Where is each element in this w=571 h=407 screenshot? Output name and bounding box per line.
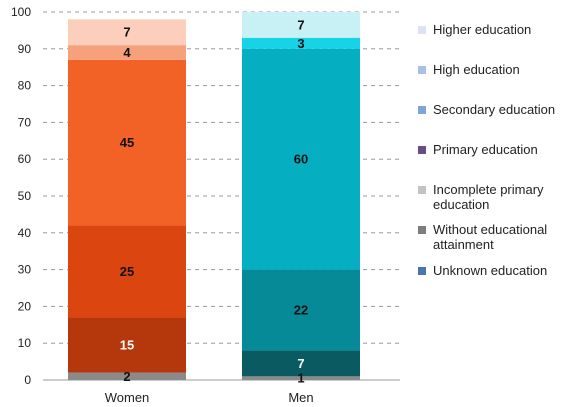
legend-item-incomplete-primary-education: Incomplete primary education — [418, 182, 568, 212]
legend-item-unknown-education: Unknown education — [418, 263, 568, 278]
bar-segment — [68, 317, 186, 373]
legend-swatch — [418, 66, 426, 74]
bar-segment — [68, 372, 186, 380]
data-label: 7 — [123, 25, 130, 40]
data-label: 3 — [297, 36, 304, 51]
legend-item-without-educational-attainment: Without educational attainment — [418, 222, 568, 252]
y-tick-label: 90 — [18, 42, 32, 56]
data-label: 7 — [297, 356, 304, 371]
x-tick-label: Women — [105, 390, 150, 405]
y-tick-label: 30 — [18, 263, 32, 277]
bar-segment — [242, 269, 360, 351]
x-tick-label: Men — [288, 390, 313, 405]
y-tick-label: 0 — [24, 373, 31, 387]
bar-segment — [68, 45, 186, 60]
bar-segment — [242, 376, 360, 380]
y-tick-label: 40 — [18, 226, 32, 240]
legend-label: Incomplete primary education — [433, 182, 544, 212]
bar-segment — [68, 19, 186, 46]
bar-segment — [68, 59, 186, 226]
legend-label: Without educational attainment — [433, 222, 548, 252]
legend-item-higher-education: Higher education — [418, 22, 568, 37]
data-label: 25 — [120, 264, 134, 279]
y-tick-label: 70 — [18, 115, 32, 129]
data-label: 22 — [294, 303, 308, 318]
y-axis: 0 10 20 30 40 50 60 70 80 90 100 — [11, 5, 31, 387]
bar-segment — [242, 37, 360, 49]
x-axis: Women Men — [105, 390, 314, 405]
y-tick-label: 60 — [18, 152, 32, 166]
bar-segment — [68, 225, 186, 318]
data-label: 15 — [120, 338, 134, 353]
bar-segment — [242, 12, 360, 38]
y-tick-label: 20 — [18, 299, 32, 313]
bar-segment — [242, 48, 360, 270]
data-label: 7 — [297, 17, 304, 32]
data-label: 4 — [123, 45, 131, 60]
legend-item-high-education: High education — [418, 62, 568, 77]
y-tick-label: 50 — [18, 189, 32, 203]
data-label: 2 — [123, 369, 130, 384]
legend-swatch — [418, 26, 426, 34]
legend-swatch — [418, 267, 426, 275]
legend-label: Secondary education — [433, 102, 556, 117]
data-label: 60 — [294, 152, 308, 167]
legend-item-primary-education: Primary education — [418, 142, 568, 157]
legend-swatch — [418, 186, 426, 194]
legend-swatch — [418, 106, 426, 114]
y-tick-label: 10 — [18, 336, 32, 350]
legend-label: Primary education — [433, 142, 538, 157]
legend-swatch — [418, 226, 426, 234]
y-tick-label: 80 — [18, 79, 32, 93]
legend-swatch — [418, 146, 426, 154]
data-label: 1 — [297, 371, 304, 386]
bar-segment — [242, 350, 360, 377]
data-label: 45 — [120, 135, 134, 150]
legend-item-secondary-education: Secondary education — [418, 102, 568, 117]
legend-label: High education — [433, 62, 520, 77]
legend-label: Unknown education — [433, 263, 548, 278]
y-tick-label: 100 — [11, 5, 31, 19]
bars — [68, 12, 360, 380]
legend-label: Higher education — [433, 22, 532, 37]
